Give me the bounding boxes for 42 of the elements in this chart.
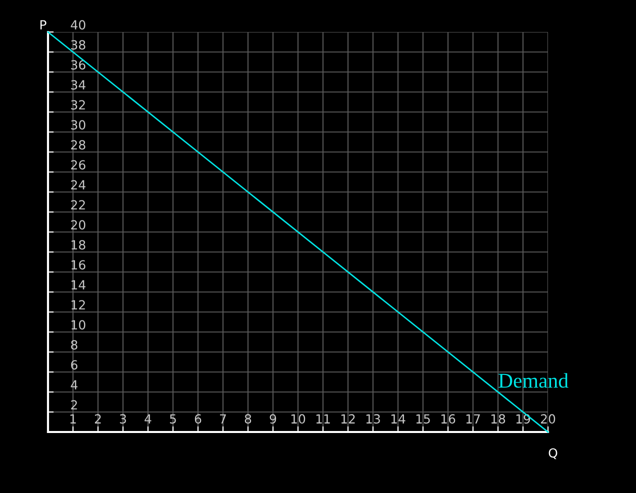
x-tick-label: 8 (244, 414, 252, 424)
x-tick-label: 5 (170, 414, 176, 424)
x-axis-title: Q (548, 448, 558, 460)
y-axis-title: P (40, 20, 46, 30)
x-tick-label: 4 (144, 414, 152, 424)
y-tick-label: 30 (71, 120, 86, 130)
y-tick-label: 24 (71, 180, 86, 190)
x-tick-label: 13 (366, 414, 380, 424)
y-tick-label: 22 (71, 200, 85, 210)
x-tick-label: 11 (316, 414, 330, 424)
y-tick-label: 8 (71, 340, 78, 350)
x-tick-label: 7 (220, 414, 226, 424)
y-tick-label: 6 (71, 360, 78, 370)
y-tick-label: 18 (72, 240, 86, 250)
x-tick-label: 6 (194, 414, 202, 424)
annotation: Demand (498, 373, 568, 388)
y-tick-label: 38 (71, 40, 86, 50)
y-tick-label: 20 (71, 220, 86, 230)
y-tick-label: 4 (70, 380, 78, 390)
x-tick-label: 10 (291, 414, 306, 424)
x-tick-label: 14 (391, 414, 406, 424)
y-tick-label: 40 (70, 20, 86, 30)
y-tick-label: 12 (72, 300, 85, 310)
x-tick-label: 12 (341, 414, 355, 424)
x-tick-label: 20 (540, 414, 556, 424)
x-tick-label: 2 (94, 414, 101, 424)
y-tick-label: 34 (71, 80, 86, 90)
x-tick-label: 1 (70, 414, 76, 424)
x-tick-label: 15 (416, 414, 430, 424)
y-tick-label: 2 (71, 400, 77, 410)
y-tick-label: 28 (71, 140, 86, 150)
x-tick-label: 18 (491, 414, 506, 424)
y-tick-label: 26 (71, 160, 86, 170)
x-tick-label: 16 (441, 414, 456, 424)
x-tick-label: 3 (120, 414, 126, 424)
x-tick-label: 17 (466, 414, 480, 424)
y-tick-label: 32 (71, 100, 85, 110)
y-tick-label: 16 (72, 260, 86, 270)
y-tick-label: 10 (72, 320, 86, 330)
y-tick-label: 14 (72, 280, 86, 290)
x-tick-label: 9 (270, 414, 276, 424)
y-tick-label: 36 (71, 60, 86, 70)
